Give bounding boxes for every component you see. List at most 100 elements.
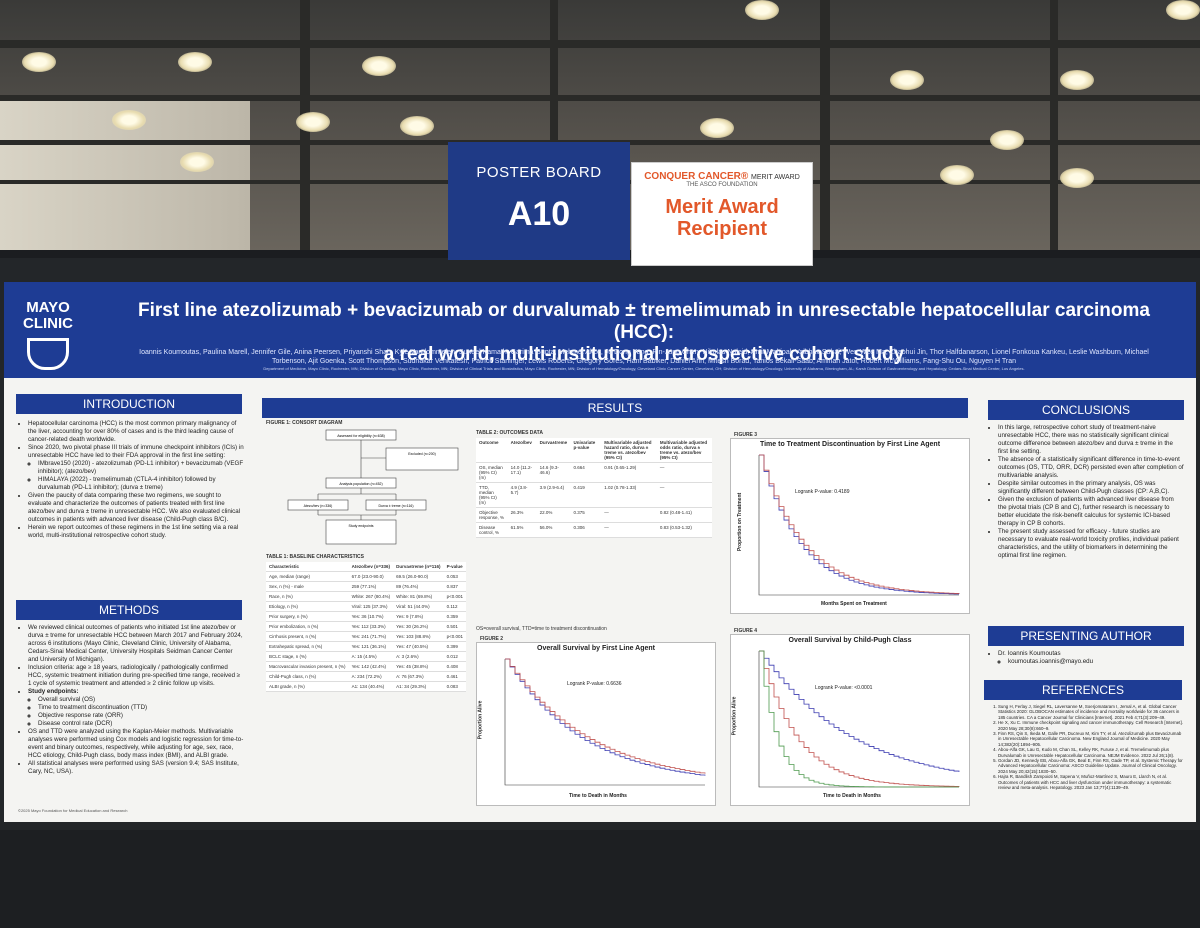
table-cell: 0.419 <box>570 482 602 508</box>
poster-title: First line atezolizumab + bevacizumab or… <box>138 300 1150 365</box>
table-cell: Yes: 9 (7.8%) <box>393 611 444 622</box>
poster-board-sign: POSTER BOARD A10 <box>448 142 630 260</box>
table-cell: OS, median (95% CI) (m) <box>476 462 508 483</box>
fig2-title: Overall Survival by First Line Agent <box>537 645 655 652</box>
poster-header: MAYO CLINIC First line atezolizumab + be… <box>4 282 1196 378</box>
poster-board-label: POSTER BOARD <box>476 164 602 181</box>
table-cell: 0.501 <box>443 621 466 632</box>
table-cell: Viral: 51 (44.0%) <box>393 601 444 612</box>
chart-axis <box>758 455 959 596</box>
introduction-body: Hepatocellular carcinoma (HCC) is the mo… <box>18 420 244 540</box>
km-curve <box>759 650 960 787</box>
merit-badge: MERIT AWARD <box>751 174 800 181</box>
table-cell: Yes: 45 (38.8%) <box>393 661 444 672</box>
ceiling-light <box>990 130 1024 150</box>
references-body: Sung H, Ferlay J, Siegel RL, Laversanne … <box>988 704 1184 791</box>
poster-authors: Ioannis Koumoutas, Paulina Marell, Jenni… <box>139 349 1149 365</box>
table-cell: 0.359 <box>443 611 466 622</box>
table-cell: Objective response, % <box>476 507 508 523</box>
table-cell: 259 (77.1%) <box>348 581 394 592</box>
table-cell: Yes: 112 (33.3%) <box>348 621 394 632</box>
table-cell: 0.083 <box>443 681 466 692</box>
table-cell: 26.3% <box>507 507 537 523</box>
ceiling-light <box>22 52 56 72</box>
consort-box: Durva ± treme (n=116) <box>378 504 413 508</box>
table-cell: 4.9 (3.8-5.7) <box>507 482 537 508</box>
table-cell: Sex, n (%) - male <box>266 581 349 592</box>
table-cell: Disease control, % <box>476 522 508 538</box>
ceiling-light <box>1166 0 1200 20</box>
table-cell: 0.408 <box>443 661 466 672</box>
table2-title: TABLE 2: OUTCOMES DATA <box>476 430 543 436</box>
table2-note: OS=overall survival, TTD=time to treatme… <box>476 626 607 632</box>
presenting-author-heading: PRESENTING AUTHOR <box>988 626 1184 646</box>
fig4-xlabel: Time to Death in Months <box>823 793 881 799</box>
ceiling-light <box>400 116 434 136</box>
table-cell: 0.306 <box>570 522 602 538</box>
table-cell: BCLC stage, n (%) <box>266 651 349 662</box>
figure2-panel: Overall Survival by First Line Agent Tim… <box>476 642 716 806</box>
table-row: Extrahepatic spread, n (%) Yes: 121 (36.1… <box>266 641 466 652</box>
ceiling-light <box>362 56 396 76</box>
table-cell: A: 234 (72.2%) <box>348 671 394 682</box>
table-row: Age, median (range) 67.0 (23.0-90.0) 69.5 … <box>266 571 466 582</box>
table-cell: A: 15 (4.5%) <box>348 651 394 662</box>
table-cell: 1.02 (0.78-1.33) <box>601 482 657 508</box>
table-cell: A1: 134 (40.4%) <box>348 681 394 692</box>
fig4-km-chart <box>758 650 960 788</box>
table-row: Etiology, n (%) Viral: 125 (37.3%) Viral: … <box>266 601 466 612</box>
fig3-km-chart <box>758 454 960 596</box>
copyright: ©2025 Mayo Foundation for Medical Educat… <box>18 808 128 813</box>
table-row: Race, n (%) White: 267 (80.4%) White: 81 (… <box>266 591 466 602</box>
table-cell: Viral: 125 (37.3%) <box>348 601 394 612</box>
consort-box: Assessed for eligibility (n=638) <box>337 434 385 438</box>
table-cell: 0.82 (0.48-1.41) <box>656 507 712 523</box>
fig4-ylabel: Proportion Alive <box>731 696 738 736</box>
consort-box: Atezo/bev (n=336) <box>304 504 333 508</box>
table-cell: 67.0 (23.0-90.0) <box>348 571 394 582</box>
outcomes-table: Outcome Atezo/bev Durva±treme Univariate p-… <box>476 438 712 538</box>
table-cell: — <box>601 522 657 538</box>
ceiling-light <box>940 165 974 185</box>
floor <box>0 830 1200 928</box>
fig3-ylabel: Proportion on Treatment <box>737 492 744 552</box>
km-curve <box>505 658 706 776</box>
merit-foundation: THE ASCO FOUNDATION <box>686 182 758 188</box>
table-cell: ALBI grade, n (%) <box>266 681 349 692</box>
table-row: OS, median (95% CI) (m) 14.0 (11.2-17.1) 1… <box>476 462 712 483</box>
consort-box: Analysis population (n=452) <box>339 482 382 486</box>
consort-diagram: Assessed for eligibility (n=638) Exclude… <box>287 429 459 545</box>
ceiling-light <box>112 110 146 130</box>
fig4-title: Overall Survival by Child-Pugh Class <box>788 637 912 644</box>
poster-board-number: A10 <box>507 195 571 233</box>
presenting-author-body: Dr. Ioannis Koumoutas koumoutas.ioannis@… <box>988 650 1184 666</box>
table-row: TTD, median (95% CI) (m) 4.9 (3.8-5.7) 3.9… <box>476 482 712 508</box>
table-cell: 0.375 <box>570 507 602 523</box>
table-cell: Age, median (range) <box>266 571 349 582</box>
baseline-characteristics-table: Characteristic Atezo/bev (n=336) Durva±tre… <box>266 562 466 692</box>
merit-award-line2: Recipient <box>676 218 768 240</box>
table-cell: — <box>656 482 712 508</box>
table-row: Macrovascular invasion present, n (%) Yes… <box>266 661 466 672</box>
table-row: Disease control, % 61.5% 56.0% 0.306—0.83 (… <box>476 522 712 538</box>
ceiling-light <box>745 0 779 20</box>
fig4-label: FIGURE 4 <box>734 628 758 634</box>
table-cell: Yes: 142 (42.4%) <box>348 661 394 672</box>
table-cell: Prior embolization, n (%) <box>266 621 349 632</box>
table-cell: 3.9 (2.9-6.4) <box>536 482 571 508</box>
ceiling-light <box>1060 70 1094 90</box>
km-curve <box>505 658 706 774</box>
fig3-xlabel: Months Spent on Treatment <box>821 601 887 607</box>
consort-box: Excluded (n=200) <box>408 452 436 456</box>
merit-award-line1: Merit Award <box>665 196 779 218</box>
ceiling-light <box>296 112 330 132</box>
fig1-title: FIGURE 1: CONSORT DIAGRAM <box>266 420 343 426</box>
table-cell: 22.0% <box>536 507 571 523</box>
merit-org: CONQUER CANCER® MERIT AWARD <box>644 171 800 182</box>
table-cell: Etiology, n (%) <box>266 601 349 612</box>
table-cell: 0.012 <box>443 651 466 662</box>
table-cell: A1: 34 (29.3%) <box>393 681 444 692</box>
poster: MAYO CLINIC First line atezolizumab + be… <box>4 282 1196 822</box>
table-cell: Yes: 47 (40.5%) <box>393 641 444 652</box>
fig3-logrank: Logrank P-value: 0.4189 <box>795 489 850 495</box>
